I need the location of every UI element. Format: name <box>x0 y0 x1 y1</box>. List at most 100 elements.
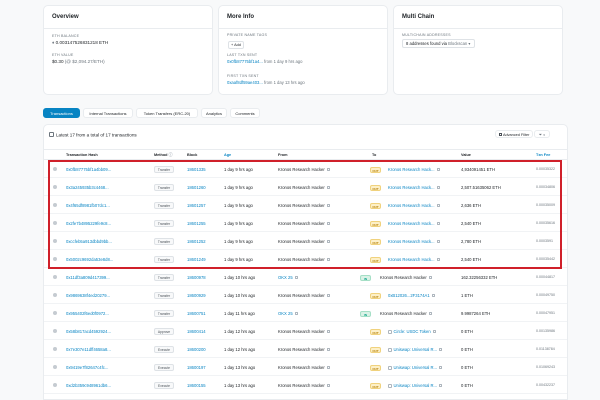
to-address-link[interactable]: Kronos Research Hack... <box>388 257 435 262</box>
eye-icon[interactable] <box>53 203 57 207</box>
txn-hash-link[interactable]: 0x58b817acd4592924... <box>66 329 111 334</box>
to-address-link[interactable]: Kronos Research Hacker <box>380 311 427 316</box>
copy-icon[interactable] <box>428 275 432 280</box>
eye-icon[interactable] <box>53 275 57 279</box>
txn-hash-link[interactable]: 0xccfeb5a913dbbd9bb... <box>66 239 112 244</box>
to-address-link[interactable]: Uniswap: Universal R... <box>393 383 438 388</box>
block-link[interactable]: 18601249 <box>187 257 206 262</box>
copy-icon[interactable] <box>326 221 330 226</box>
tab-internal-transactions[interactable]: Internal Transactions <box>83 108 133 118</box>
txn-hash-link[interactable]: 0x7e307e11dff4658a8... <box>66 347 111 352</box>
to-address-link[interactable]: 0xB12026...2F3174A1 <box>388 293 430 298</box>
to-address-link[interactable]: Kronos Research Hack... <box>388 221 435 226</box>
copy-icon[interactable] <box>326 383 330 388</box>
copy-icon[interactable] <box>436 257 440 262</box>
add-tag-button[interactable]: + Add <box>228 41 244 49</box>
copy-icon[interactable] <box>432 329 436 334</box>
from-address-link[interactable]: Kronos Research Hacker <box>278 221 325 226</box>
copy-icon[interactable] <box>436 203 440 208</box>
txn-hash-link[interactable]: 0x11df3a809d417399... <box>66 275 110 280</box>
block-link[interactable]: 18600155 <box>187 383 206 388</box>
advanced-filter-button[interactable]: Advanced Filter <box>495 130 534 138</box>
copy-icon[interactable] <box>428 311 432 316</box>
eye-icon[interactable] <box>53 221 57 225</box>
to-address-link[interactable]: Uniswap: Universal R... <box>393 365 438 370</box>
from-address-link[interactable]: Kronos Research Hacker <box>278 365 325 370</box>
copy-icon[interactable] <box>294 275 298 280</box>
copy-icon[interactable] <box>326 167 330 172</box>
copy-icon[interactable] <box>436 167 440 172</box>
eye-icon[interactable] <box>53 257 57 261</box>
txn-hash-link[interactable]: 0x9419e7f82647c4fc... <box>66 365 109 370</box>
to-address-link[interactable]: Kronos Research Hack... <box>388 185 435 190</box>
from-address-link[interactable]: Kronos Research Hacker <box>278 347 325 352</box>
eye-icon[interactable] <box>53 365 57 369</box>
block-link[interactable]: 18601335 <box>187 167 206 172</box>
tab-comments[interactable]: Comments <box>230 108 260 118</box>
copy-icon[interactable] <box>436 239 440 244</box>
from-address-link[interactable]: Kronos Research Hacker <box>278 239 325 244</box>
copy-icon[interactable] <box>436 221 440 226</box>
to-address-link[interactable]: Kronos Research Hack... <box>388 203 435 208</box>
from-address-link[interactable]: Kronos Research Hacker <box>278 257 325 262</box>
txn-hash-link[interactable]: 0x9869638f4ed20279... <box>66 293 111 298</box>
copy-icon[interactable] <box>326 347 330 352</box>
tab-token-transfers[interactable]: Token Transfers (ERC-20) <box>136 108 198 118</box>
copy-icon[interactable] <box>326 185 330 190</box>
tab-analytics[interactable]: Analytics <box>201 108 227 118</box>
copy-icon[interactable] <box>326 239 330 244</box>
block-link[interactable]: 18601255 <box>187 221 206 226</box>
block-link[interactable]: 18600197 <box>187 365 206 370</box>
to-address-link[interactable]: Circle: USDC Token <box>393 329 431 334</box>
to-address-link[interactable]: Kronos Research Hacker <box>380 275 427 280</box>
eye-icon[interactable] <box>53 239 57 243</box>
txn-hash-link[interactable]: 0x955402f6ed0f0972... <box>66 311 109 316</box>
eye-icon[interactable] <box>53 167 57 171</box>
filter-dropdown-button[interactable]: ⏷ ▾ <box>534 130 550 138</box>
copy-icon[interactable] <box>439 347 443 352</box>
from-address-link[interactable]: Kronos Research Hacker <box>278 383 325 388</box>
from-address-link[interactable]: OKX 25 <box>278 311 293 316</box>
header-fee[interactable]: Txn Fee <box>536 153 551 157</box>
header-age[interactable]: Age <box>224 153 232 157</box>
block-link[interactable]: 18600200 <box>187 347 206 352</box>
txn-hash-link[interactable]: 0x2fe7b4895229fe9c8... <box>66 221 111 226</box>
from-address-link[interactable]: Kronos Research Hacker <box>278 203 325 208</box>
eye-icon[interactable] <box>53 347 57 351</box>
txn-hash-link[interactable]: 0x4f65df8981fb07dc1... <box>66 203 110 208</box>
first-txn-hash-link[interactable]: 0xaaf8df59ae403... <box>227 80 263 85</box>
to-address-link[interactable]: Kronos Research Hack... <box>388 167 435 172</box>
txn-hash-link[interactable]: 0x0fb87775bf1a4bb09... <box>66 167 112 172</box>
block-link[interactable]: 18600414 <box>187 329 206 334</box>
tab-transactions[interactable]: Transactions <box>43 108 80 118</box>
block-link[interactable]: 18601252 <box>187 239 206 244</box>
copy-icon[interactable] <box>436 185 440 190</box>
eye-icon[interactable] <box>53 185 57 189</box>
txn-hash-link[interactable]: 0xd2b359c948961db6... <box>66 383 111 388</box>
eye-icon[interactable] <box>53 311 57 315</box>
to-address-link[interactable]: Kronos Research Hack... <box>388 239 435 244</box>
from-address-link[interactable]: Kronos Research Hacker <box>278 293 325 298</box>
copy-icon[interactable] <box>326 293 330 298</box>
copy-icon[interactable] <box>439 383 443 388</box>
block-link[interactable]: 18600751 <box>187 311 206 316</box>
block-link[interactable]: 18600978 <box>187 275 206 280</box>
copy-icon[interactable] <box>326 329 330 334</box>
multichain-dropdown[interactable]: 8 addresses found via Blockscan ▾ <box>402 39 475 48</box>
eye-icon[interactable] <box>53 329 57 333</box>
block-link[interactable]: 18600929 <box>187 293 206 298</box>
from-address-link[interactable]: Kronos Research Hacker <box>278 167 325 172</box>
block-link[interactable]: 18601260 <box>187 185 206 190</box>
block-link[interactable]: 18601257 <box>187 203 206 208</box>
txn-hash-link[interactable]: 0x5002c9692da53e8d8... <box>66 257 114 262</box>
copy-icon[interactable] <box>294 311 298 316</box>
txn-hash-link[interactable]: 0x3a245935b3c4468... <box>66 185 109 190</box>
copy-icon[interactable] <box>431 293 435 298</box>
eye-icon[interactable] <box>53 293 57 297</box>
from-address-link[interactable]: Kronos Research Hacker <box>278 185 325 190</box>
copy-icon[interactable] <box>326 203 330 208</box>
to-address-link[interactable]: Uniswap: Universal R... <box>393 347 438 352</box>
eye-icon[interactable] <box>53 383 57 387</box>
from-address-link[interactable]: Kronos Research Hacker <box>278 329 325 334</box>
copy-icon[interactable] <box>326 365 330 370</box>
